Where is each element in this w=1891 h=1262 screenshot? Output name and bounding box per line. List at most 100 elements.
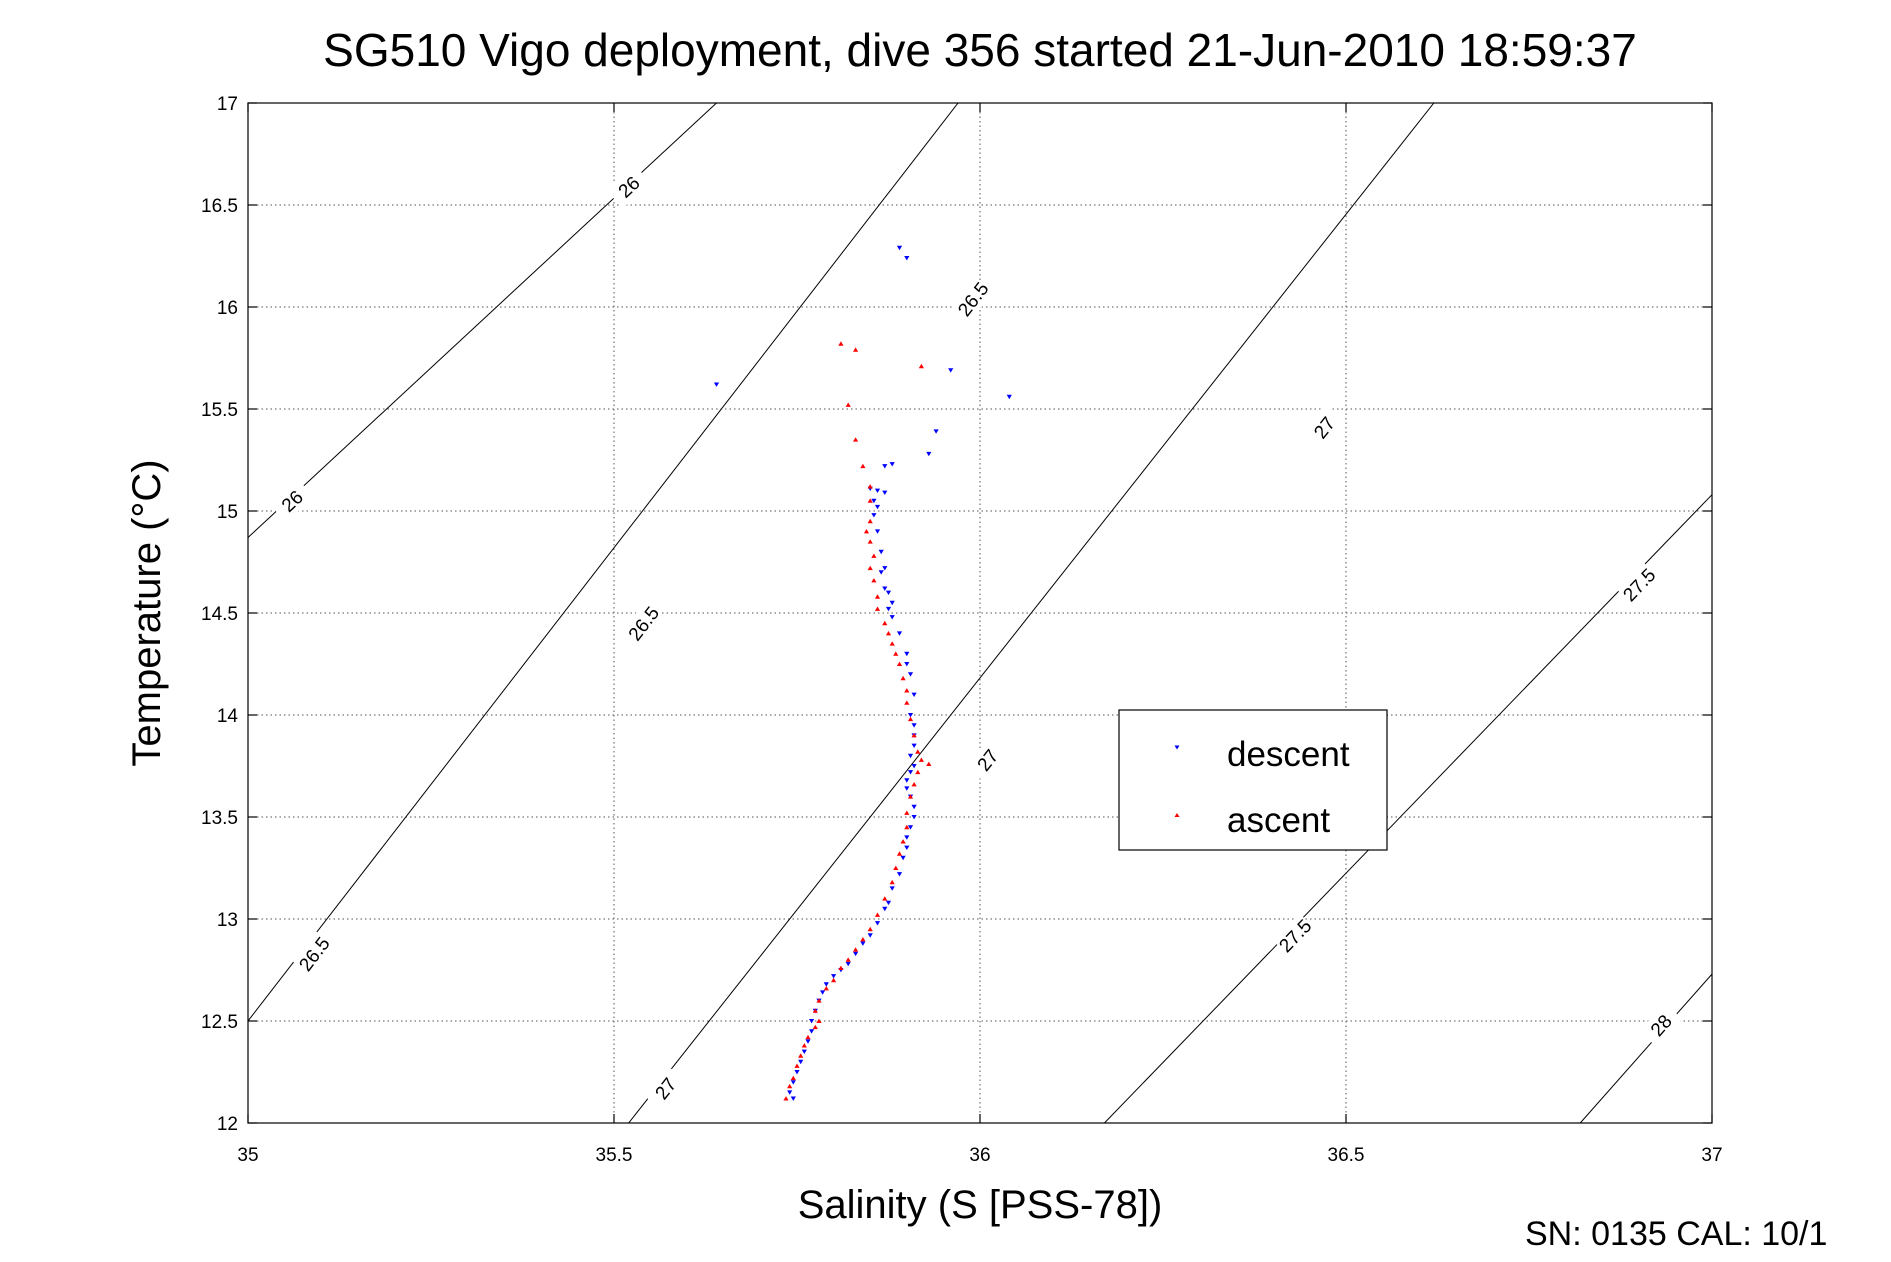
descent-point bbox=[860, 941, 866, 946]
descent-point bbox=[889, 600, 895, 606]
y-tick-labels: 12 12.5 13 13.5 14 14.5 15 15.5 16 16.5 17 bbox=[201, 94, 238, 1135]
grid bbox=[248, 103, 1712, 1123]
ascent-point bbox=[915, 769, 921, 775]
ascent-point bbox=[798, 1053, 804, 1058]
descent-point bbox=[948, 368, 954, 373]
descent-point bbox=[882, 566, 888, 571]
ascent-point bbox=[867, 518, 873, 524]
descent-point bbox=[889, 462, 895, 467]
ascent-point bbox=[812, 1024, 818, 1030]
descent-point bbox=[882, 464, 888, 469]
ascent-point bbox=[867, 484, 873, 489]
descent-point bbox=[889, 615, 895, 620]
ascent-point bbox=[867, 565, 873, 571]
descent-point bbox=[907, 770, 914, 775]
ascent-point bbox=[812, 1008, 818, 1013]
y-tick-label: 17 bbox=[217, 94, 238, 115]
axis-ticks bbox=[247, 102, 1713, 1124]
legend: descent ascent bbox=[1118, 709, 1388, 851]
ascent-point bbox=[896, 661, 903, 666]
isopycnal-line bbox=[1104, 494, 1712, 1123]
descent-point bbox=[889, 886, 895, 891]
descent-point bbox=[871, 513, 877, 518]
descent-point bbox=[809, 1029, 815, 1034]
descent-point bbox=[794, 1070, 800, 1075]
ascent-point bbox=[900, 839, 906, 844]
ascent-point bbox=[882, 896, 888, 901]
y-tick-label: 12 bbox=[217, 1114, 238, 1135]
ascent-point bbox=[915, 749, 921, 754]
ascent-point bbox=[783, 1096, 789, 1101]
descent-point bbox=[896, 872, 903, 877]
x-tick-label: 35.5 bbox=[596, 1145, 633, 1166]
descent-point bbox=[801, 1049, 807, 1054]
descent-point bbox=[885, 900, 892, 906]
descent-point bbox=[933, 429, 939, 434]
y-axis-label: Temperature (°C) bbox=[125, 459, 169, 766]
descent-point bbox=[885, 590, 892, 595]
ascent-point bbox=[889, 641, 895, 646]
isopycnal-lines bbox=[248, 103, 1712, 1123]
ascent-point bbox=[853, 947, 859, 952]
y-tick-label: 14.5 bbox=[201, 604, 238, 625]
ascent-point bbox=[787, 1083, 793, 1089]
descent-point bbox=[853, 951, 859, 957]
descent-point bbox=[874, 488, 881, 493]
descent-point bbox=[820, 990, 826, 995]
ascent-point bbox=[860, 463, 866, 469]
descent-point bbox=[896, 245, 903, 251]
ascent-point bbox=[926, 761, 932, 766]
x-tick-label: 36.5 bbox=[1328, 1145, 1365, 1166]
descent-point bbox=[878, 549, 884, 555]
y-tick-label: 15 bbox=[217, 502, 238, 523]
descent-point bbox=[823, 982, 829, 987]
descent-point bbox=[885, 606, 892, 612]
ascent-point bbox=[911, 782, 917, 787]
descent-point bbox=[874, 529, 881, 534]
descent-point bbox=[845, 961, 851, 967]
descent-point bbox=[911, 723, 917, 728]
isopycnal-label-gap bbox=[269, 479, 315, 523]
descent-point bbox=[907, 753, 914, 759]
isopycnal-line bbox=[1579, 973, 1712, 1123]
ascent-point bbox=[816, 1018, 822, 1023]
ascent-point bbox=[874, 606, 881, 611]
descent-point bbox=[882, 586, 888, 591]
descent-point bbox=[874, 504, 881, 510]
ascent-point bbox=[867, 539, 873, 544]
ascent-point bbox=[900, 675, 906, 681]
isopycnal-label-gap bbox=[292, 931, 335, 977]
descent-point bbox=[790, 1096, 796, 1101]
descent-point bbox=[911, 743, 917, 748]
descent-point bbox=[878, 570, 884, 575]
ascent-point bbox=[882, 620, 888, 626]
isopycnal-label-gap bbox=[622, 600, 665, 646]
descent-point bbox=[787, 1090, 793, 1095]
descent-point bbox=[871, 498, 877, 504]
x-tick-label: 35 bbox=[237, 1145, 258, 1166]
ascent-point bbox=[918, 757, 924, 762]
descent-point bbox=[907, 825, 914, 830]
legend-box bbox=[1118, 709, 1388, 851]
y-tick-label: 13.5 bbox=[201, 808, 238, 829]
descent-point bbox=[900, 855, 906, 861]
descent-point bbox=[904, 662, 910, 667]
descent-point bbox=[896, 631, 903, 636]
x-tick-label: 36 bbox=[969, 1145, 990, 1166]
ascent-series bbox=[783, 341, 932, 1101]
legend-ascent-label: ascent bbox=[1227, 801, 1330, 840]
descent-point bbox=[911, 692, 917, 697]
ascent-point bbox=[874, 912, 881, 917]
ascent-point bbox=[911, 733, 917, 738]
ascent-point bbox=[871, 553, 877, 558]
ascent-point bbox=[801, 1043, 807, 1048]
isopycnal-label-gap bbox=[1616, 562, 1661, 607]
ascent-point bbox=[831, 977, 837, 983]
descent-point bbox=[907, 713, 914, 718]
descent-point bbox=[904, 778, 910, 783]
isopycnal-label-gap bbox=[1639, 1002, 1683, 1048]
ascent-point bbox=[838, 341, 844, 346]
ascent-point bbox=[896, 851, 903, 856]
descent-point bbox=[867, 933, 873, 938]
